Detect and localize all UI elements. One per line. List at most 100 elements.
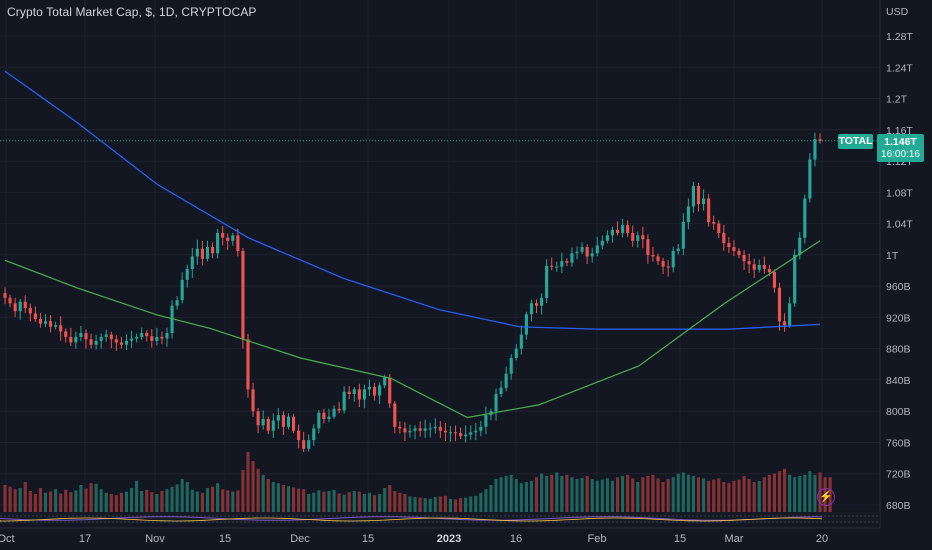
volume-bar <box>155 494 159 512</box>
price-tick: 1T <box>886 250 899 262</box>
volume-bar <box>580 477 584 512</box>
candle-body <box>782 321 787 326</box>
candle-body <box>114 339 118 343</box>
lightning-icon[interactable]: ⚡ <box>817 488 835 506</box>
candle-body <box>246 339 250 390</box>
symbol-tag: TOTAL <box>838 134 873 149</box>
candle-body <box>210 247 215 254</box>
ma-short-line <box>4 240 821 419</box>
time-axis[interactable]: Oct 17 Nov 15 Dec 15 2023 16 Feb 15 Mar 20 <box>0 533 828 545</box>
oscillator-strip <box>0 512 880 524</box>
volume-bar <box>504 476 508 512</box>
candle-body <box>69 336 73 343</box>
candle-body <box>732 247 736 251</box>
candle-body <box>33 313 37 319</box>
volume-bar <box>666 479 670 512</box>
candle-body <box>221 232 225 238</box>
candle-body <box>712 222 716 224</box>
candle-body <box>631 232 635 241</box>
candle-body <box>504 373 508 388</box>
volume-bar <box>261 474 265 512</box>
volume-bar <box>448 498 453 512</box>
candle-body <box>155 336 159 341</box>
volume-bar <box>600 479 604 512</box>
candle-body <box>332 408 336 417</box>
volume-bar <box>671 477 675 512</box>
volume-bar <box>337 493 341 512</box>
candle-body <box>702 198 706 205</box>
candle-body <box>236 235 240 251</box>
candle-body <box>595 245 599 254</box>
volume-bar <box>777 471 782 512</box>
candle-body <box>79 333 83 337</box>
price-tick: 760B <box>886 437 911 449</box>
volume-bar <box>423 498 427 512</box>
price-tick: 920B <box>886 312 911 324</box>
candle-body <box>747 261 751 265</box>
candle-body <box>681 222 685 249</box>
volume-bar <box>499 477 503 512</box>
volume-bar <box>246 452 250 512</box>
candle-body <box>686 206 690 223</box>
volume-bar <box>18 488 22 512</box>
volume-bar <box>216 483 220 512</box>
volume-bar <box>585 476 589 512</box>
bar-countdown: 16:00:16 <box>881 149 920 160</box>
volume-bar <box>372 495 377 512</box>
candle-body <box>509 358 513 374</box>
candle-body <box>600 240 604 246</box>
volume-bar <box>59 493 63 512</box>
price-axis[interactable]: USD 1.28T1.24T1.2T1.16T1.12T1.08T1.04T1T… <box>886 6 913 512</box>
candle-body <box>322 412 326 420</box>
volume-bar <box>626 474 630 512</box>
volume-bar <box>676 473 680 512</box>
candle-body <box>89 339 93 345</box>
candle-body <box>64 331 68 337</box>
volume-bar <box>236 490 240 512</box>
volume-bar <box>393 491 397 512</box>
volume-bar <box>383 488 387 512</box>
candle-body <box>499 387 503 395</box>
date-tick: 16 <box>510 533 522 545</box>
candle-body <box>378 385 382 396</box>
volume-bar <box>89 483 93 512</box>
volume-bar <box>114 495 118 512</box>
volume-bar <box>195 491 199 512</box>
volume-bar <box>352 491 356 512</box>
volume-bar <box>28 491 32 512</box>
candle-body <box>671 250 675 268</box>
price-tick: 1.16T <box>886 125 913 137</box>
last-price-tag: 1.146T 16:00:16 <box>877 134 924 162</box>
volume-bar <box>256 468 260 512</box>
last-price: 1.146T <box>884 136 917 148</box>
candle-body <box>140 333 144 337</box>
candle-body <box>469 432 473 435</box>
price-tick: 800B <box>886 406 911 418</box>
candle-body <box>550 265 554 267</box>
candle-body <box>266 419 270 431</box>
candle-body <box>529 303 534 315</box>
volume-bar <box>712 479 716 512</box>
candle-body <box>656 256 660 262</box>
volume-bar <box>79 485 83 512</box>
volume-bar <box>205 488 210 512</box>
volume-bar <box>175 484 179 512</box>
volume-bar <box>180 479 184 512</box>
candle-body <box>428 428 432 430</box>
candle-body <box>271 420 275 431</box>
volume-bar <box>509 474 513 512</box>
candle-body <box>717 223 721 233</box>
volume-bar <box>357 491 361 512</box>
chart-title: Crypto Total Market Cap, $, 1D, CRYPTOCA… <box>7 5 257 19</box>
price-tick: 1.24T <box>886 62 913 74</box>
candle-body <box>297 430 301 441</box>
volume-bar <box>165 489 169 512</box>
candle-body <box>261 419 265 426</box>
candle-body <box>580 247 584 252</box>
volume-bar <box>782 468 787 512</box>
volume-bar <box>803 474 807 512</box>
volume-bar <box>610 480 615 512</box>
volume-bar <box>251 461 255 512</box>
price-tick: 720B <box>886 469 911 481</box>
